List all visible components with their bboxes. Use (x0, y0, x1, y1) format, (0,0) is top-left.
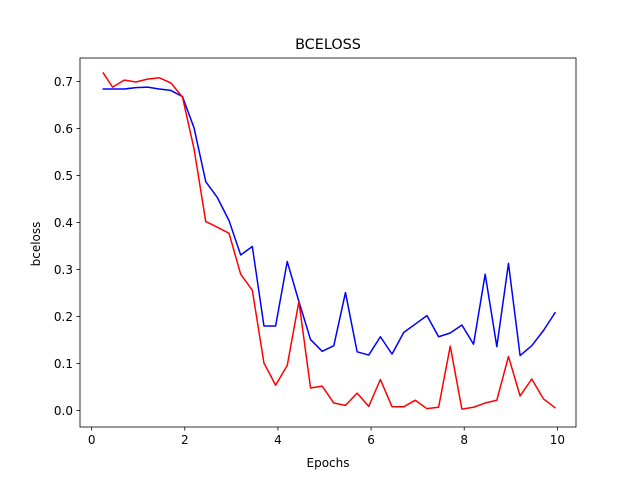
x-tick-label: 2 (181, 433, 189, 447)
y-tick-label: 0.7 (54, 75, 73, 89)
y-tick-label: 0.6 (54, 122, 73, 136)
series-line-1 (102, 72, 557, 410)
y-tick-label: 0.4 (54, 216, 73, 230)
y-axis-label: bceloss (29, 222, 43, 267)
x-tick-label: 4 (274, 433, 282, 447)
plot-area (79, 57, 577, 428)
series-line-0 (102, 86, 557, 357)
x-tick-label: 10 (550, 433, 565, 447)
x-axis-label: Epochs (307, 456, 350, 470)
x-tick-label: 6 (367, 433, 375, 447)
y-axis: 0.0 0.1 0.2 0.3 0.4 0.5 0.6 0.7 (54, 75, 80, 418)
chart-title: BCELOSS (295, 37, 361, 53)
x-tick-label: 0 (88, 433, 96, 447)
axes-frame (79, 57, 577, 428)
y-tick-label: 0.3 (54, 263, 73, 277)
y-tick-label: 0.5 (54, 169, 73, 183)
y-tick-label: 0.2 (54, 310, 73, 324)
y-tick-label: 0.0 (54, 404, 73, 418)
x-tick-label: 8 (460, 433, 468, 447)
x-axis: 0 2 4 6 8 10 (88, 427, 565, 447)
y-tick-label: 0.1 (54, 357, 73, 371)
